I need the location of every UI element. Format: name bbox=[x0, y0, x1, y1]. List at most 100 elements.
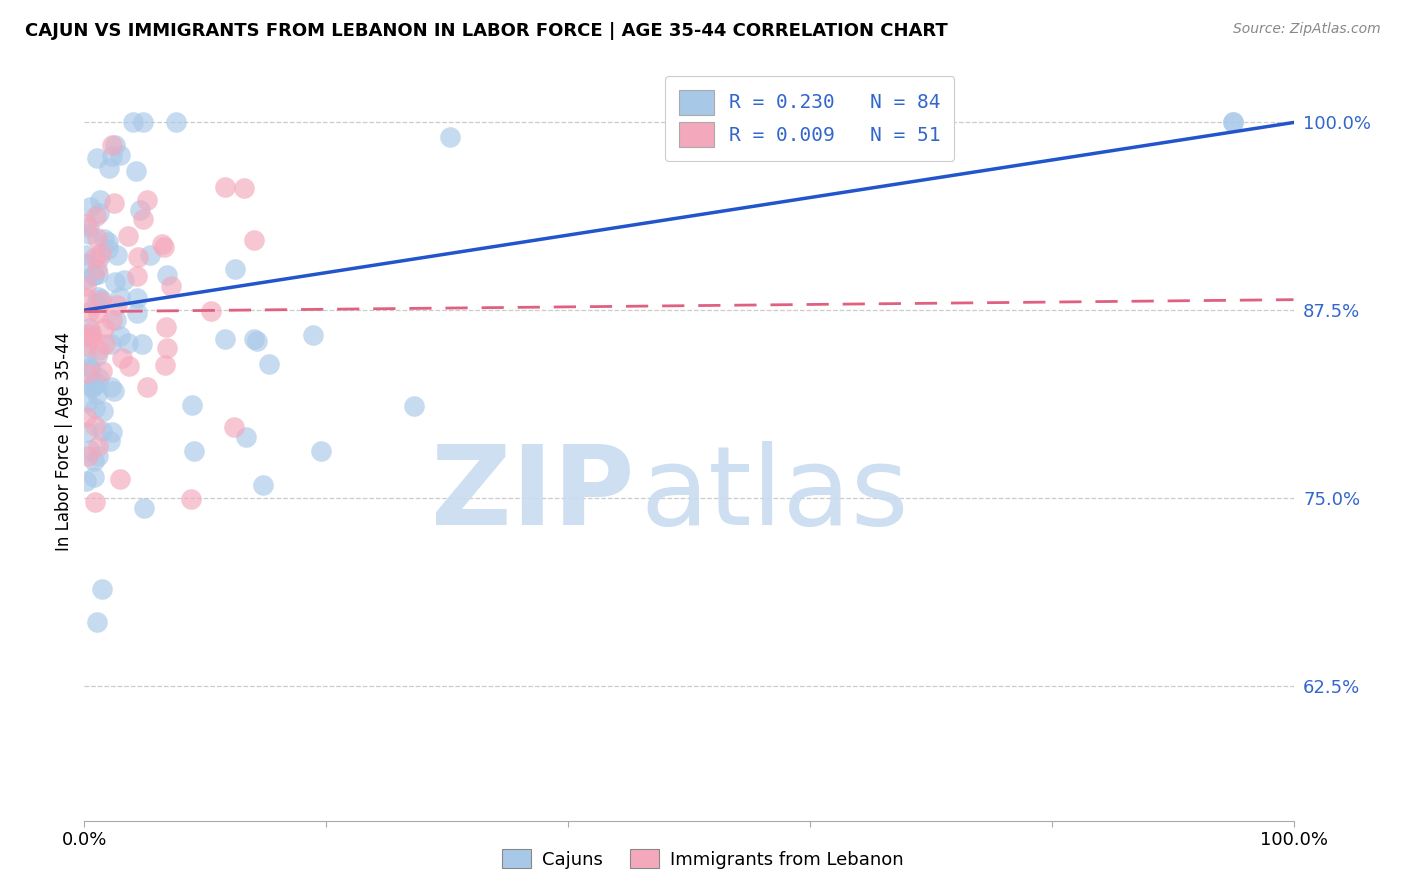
Point bbox=[214, 332, 236, 346]
Point bbox=[97, 242, 120, 256]
Point bbox=[243, 332, 266, 346]
Point bbox=[214, 180, 236, 194]
Point bbox=[134, 500, 156, 515]
Point bbox=[80, 330, 103, 344]
Point bbox=[90, 292, 112, 306]
Point bbox=[100, 138, 122, 153]
Point bbox=[105, 312, 128, 326]
Point bbox=[122, 115, 145, 129]
Point bbox=[125, 291, 148, 305]
Point bbox=[108, 328, 131, 343]
Point bbox=[84, 494, 107, 508]
Point bbox=[76, 366, 98, 380]
Point bbox=[77, 220, 100, 235]
Point bbox=[91, 404, 114, 418]
Point bbox=[83, 470, 105, 484]
Text: ZIP: ZIP bbox=[432, 442, 634, 548]
Point bbox=[83, 268, 105, 282]
Point bbox=[97, 235, 120, 250]
Y-axis label: In Labor Force | Age 35-44: In Labor Force | Age 35-44 bbox=[55, 332, 73, 551]
Point bbox=[181, 398, 204, 412]
Point bbox=[84, 209, 107, 223]
Point bbox=[128, 250, 150, 264]
Point bbox=[79, 200, 101, 214]
Point bbox=[87, 290, 110, 304]
Point bbox=[90, 364, 112, 378]
Point bbox=[103, 276, 125, 290]
Point bbox=[136, 379, 159, 393]
Point bbox=[82, 377, 104, 392]
Point bbox=[108, 289, 131, 303]
Point bbox=[75, 475, 97, 489]
Point bbox=[93, 231, 115, 245]
Point bbox=[105, 298, 128, 312]
Point bbox=[83, 454, 105, 468]
Point bbox=[86, 349, 108, 363]
Point bbox=[79, 359, 101, 374]
Point bbox=[86, 376, 108, 390]
Point bbox=[156, 341, 179, 355]
Point bbox=[1222, 115, 1244, 129]
Point bbox=[87, 370, 110, 384]
Point bbox=[80, 379, 103, 393]
Point bbox=[94, 337, 117, 351]
Point bbox=[125, 164, 148, 178]
Point bbox=[77, 449, 100, 463]
Point bbox=[79, 442, 101, 457]
Point bbox=[105, 247, 128, 261]
Point bbox=[91, 425, 114, 439]
Point bbox=[131, 115, 153, 129]
Point bbox=[76, 327, 98, 342]
Point bbox=[117, 228, 139, 243]
Point bbox=[86, 151, 108, 165]
Point bbox=[75, 409, 97, 424]
Point bbox=[75, 291, 97, 305]
Point bbox=[136, 193, 159, 207]
Point bbox=[89, 251, 111, 265]
Point bbox=[84, 251, 107, 265]
Point bbox=[112, 273, 135, 287]
Point bbox=[183, 443, 205, 458]
Point bbox=[155, 319, 177, 334]
Point bbox=[153, 240, 176, 254]
Point bbox=[125, 268, 148, 283]
Point bbox=[77, 321, 100, 335]
Point bbox=[246, 334, 269, 348]
Point bbox=[150, 236, 173, 251]
Point bbox=[132, 212, 155, 227]
Point bbox=[75, 248, 97, 262]
Point bbox=[165, 115, 187, 129]
Point bbox=[87, 306, 110, 320]
Point bbox=[103, 196, 125, 211]
Point bbox=[87, 449, 110, 463]
Point bbox=[90, 293, 112, 308]
Point bbox=[84, 419, 107, 434]
Text: Source: ZipAtlas.com: Source: ZipAtlas.com bbox=[1233, 22, 1381, 37]
Point bbox=[252, 478, 274, 492]
Point bbox=[75, 256, 97, 270]
Point bbox=[89, 193, 111, 207]
Point bbox=[104, 138, 127, 153]
Point bbox=[180, 491, 202, 506]
Point bbox=[309, 443, 332, 458]
Point bbox=[103, 384, 125, 399]
Point bbox=[89, 343, 111, 358]
Point bbox=[98, 161, 121, 175]
Point bbox=[86, 387, 108, 401]
Point bbox=[129, 203, 152, 218]
Point bbox=[301, 327, 323, 342]
Point bbox=[75, 217, 97, 231]
Point bbox=[156, 268, 179, 283]
Point bbox=[111, 351, 134, 365]
Point bbox=[75, 279, 97, 293]
Point bbox=[232, 181, 254, 195]
Text: CAJUN VS IMMIGRANTS FROM LEBANON IN LABOR FORCE | AGE 35-44 CORRELATION CHART: CAJUN VS IMMIGRANTS FROM LEBANON IN LABO… bbox=[25, 22, 948, 40]
Point bbox=[80, 325, 103, 339]
Point bbox=[259, 357, 281, 371]
Point bbox=[402, 400, 425, 414]
Point bbox=[93, 320, 115, 334]
Point bbox=[90, 246, 112, 260]
Point bbox=[243, 233, 266, 247]
Point bbox=[125, 306, 148, 320]
Point bbox=[155, 358, 177, 372]
